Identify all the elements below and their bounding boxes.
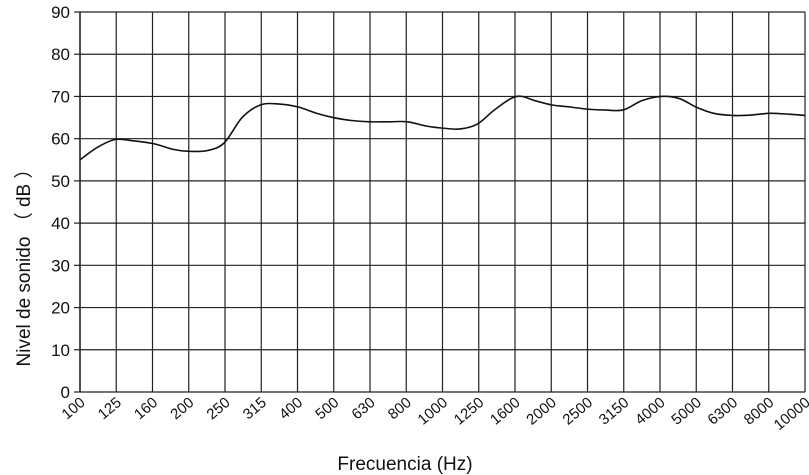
- y-tick-label-70: 70: [51, 87, 70, 106]
- x-tick-label-630: 630: [348, 394, 378, 423]
- x-axis-label: Frecuencia (Hz): [337, 454, 472, 475]
- x-tick-labels: 100 125 160 200 250 315 400 500 630 800 1000 1250 16…: [58, 394, 809, 434]
- x-tick-label-2500: 2500: [560, 394, 596, 428]
- x-tick-label-315: 315: [240, 394, 270, 423]
- y-tick-label-80: 80: [51, 45, 70, 64]
- y-axis-label: Nivel de sonido （ dB ）: [13, 160, 35, 367]
- x-tick-label-1600: 1600: [487, 394, 523, 428]
- x-tick-label-250: 250: [203, 394, 233, 423]
- y-tick-label-60: 60: [51, 130, 70, 149]
- chart-grid: [74, 11, 806, 393]
- y-tick-label-90: 90: [51, 3, 70, 22]
- y-tick-label-0: 0: [61, 383, 70, 402]
- x-tick-label-5000: 5000: [668, 394, 704, 428]
- x-tick-label-160: 160: [131, 394, 161, 423]
- y-tick-labels: 0 10 20 30 40 50 60 70 80 90: [51, 3, 70, 402]
- y-tick-label-30: 30: [51, 256, 70, 275]
- x-tick-label-2000: 2000: [523, 394, 559, 428]
- series-line: [79, 95, 806, 161]
- x-tick-label-10000: 10000: [771, 394, 809, 434]
- x-tick-label-6300: 6300: [705, 394, 741, 428]
- y-tick-label-10: 10: [51, 341, 70, 360]
- x-tick-label-400: 400: [276, 394, 306, 423]
- x-tick-label-3150: 3150: [596, 394, 632, 428]
- x-tick-label-200: 200: [167, 394, 197, 423]
- y-tick-label-40: 40: [51, 214, 70, 233]
- x-tick-label-125: 125: [95, 394, 125, 423]
- x-tick-label-500: 500: [312, 394, 342, 423]
- y-tick-label-20: 20: [51, 299, 70, 318]
- x-tick-label-1000: 1000: [415, 394, 451, 428]
- x-tick-label-800: 800: [385, 394, 415, 423]
- x-tick-label-4000: 4000: [632, 394, 668, 428]
- y-tick-label-50: 50: [51, 172, 70, 191]
- x-tick-label-1250: 1250: [451, 394, 487, 428]
